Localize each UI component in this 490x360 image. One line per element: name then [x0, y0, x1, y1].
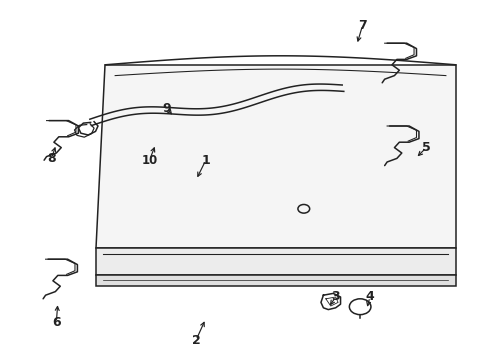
Polygon shape	[96, 65, 456, 248]
Text: 8: 8	[47, 152, 56, 165]
Text: 3: 3	[331, 291, 340, 303]
Polygon shape	[96, 248, 456, 275]
Text: 2: 2	[192, 334, 200, 347]
Text: 5: 5	[422, 141, 431, 154]
Text: 4: 4	[366, 291, 374, 303]
Text: 6: 6	[52, 316, 61, 329]
Text: 10: 10	[141, 154, 158, 167]
Polygon shape	[96, 275, 456, 286]
Text: 7: 7	[358, 19, 367, 32]
Text: 1: 1	[201, 154, 210, 167]
Text: 9: 9	[162, 102, 171, 114]
